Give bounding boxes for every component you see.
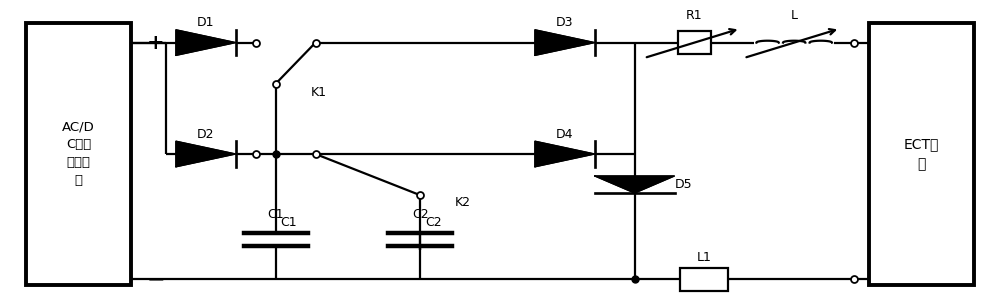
Polygon shape xyxy=(176,141,236,167)
Text: D3: D3 xyxy=(556,16,574,29)
Text: D1: D1 xyxy=(197,16,215,29)
Text: K1: K1 xyxy=(311,87,327,99)
Text: D4: D4 xyxy=(556,128,574,141)
Text: K2: K2 xyxy=(455,196,471,209)
Text: −: − xyxy=(147,269,165,289)
Text: C2: C2 xyxy=(425,216,442,229)
Polygon shape xyxy=(176,30,236,55)
Text: L1: L1 xyxy=(697,251,712,264)
Bar xyxy=(26,23,131,285)
Text: C2: C2 xyxy=(412,208,429,221)
Text: C1: C1 xyxy=(267,208,284,221)
Bar xyxy=(678,31,711,54)
Polygon shape xyxy=(595,176,675,193)
Text: ECT试
品: ECT试 品 xyxy=(904,137,939,171)
Polygon shape xyxy=(535,30,595,55)
Text: +: + xyxy=(147,33,165,53)
Text: C1: C1 xyxy=(281,216,297,229)
Text: R1: R1 xyxy=(686,9,703,22)
Bar xyxy=(680,268,728,290)
Text: D2: D2 xyxy=(197,128,215,141)
Text: D5: D5 xyxy=(675,178,692,191)
Text: AC/D
C直流
充电电
源: AC/D C直流 充电电 源 xyxy=(62,120,95,188)
Text: L: L xyxy=(791,9,798,22)
Polygon shape xyxy=(535,141,595,167)
Bar xyxy=(869,23,974,285)
